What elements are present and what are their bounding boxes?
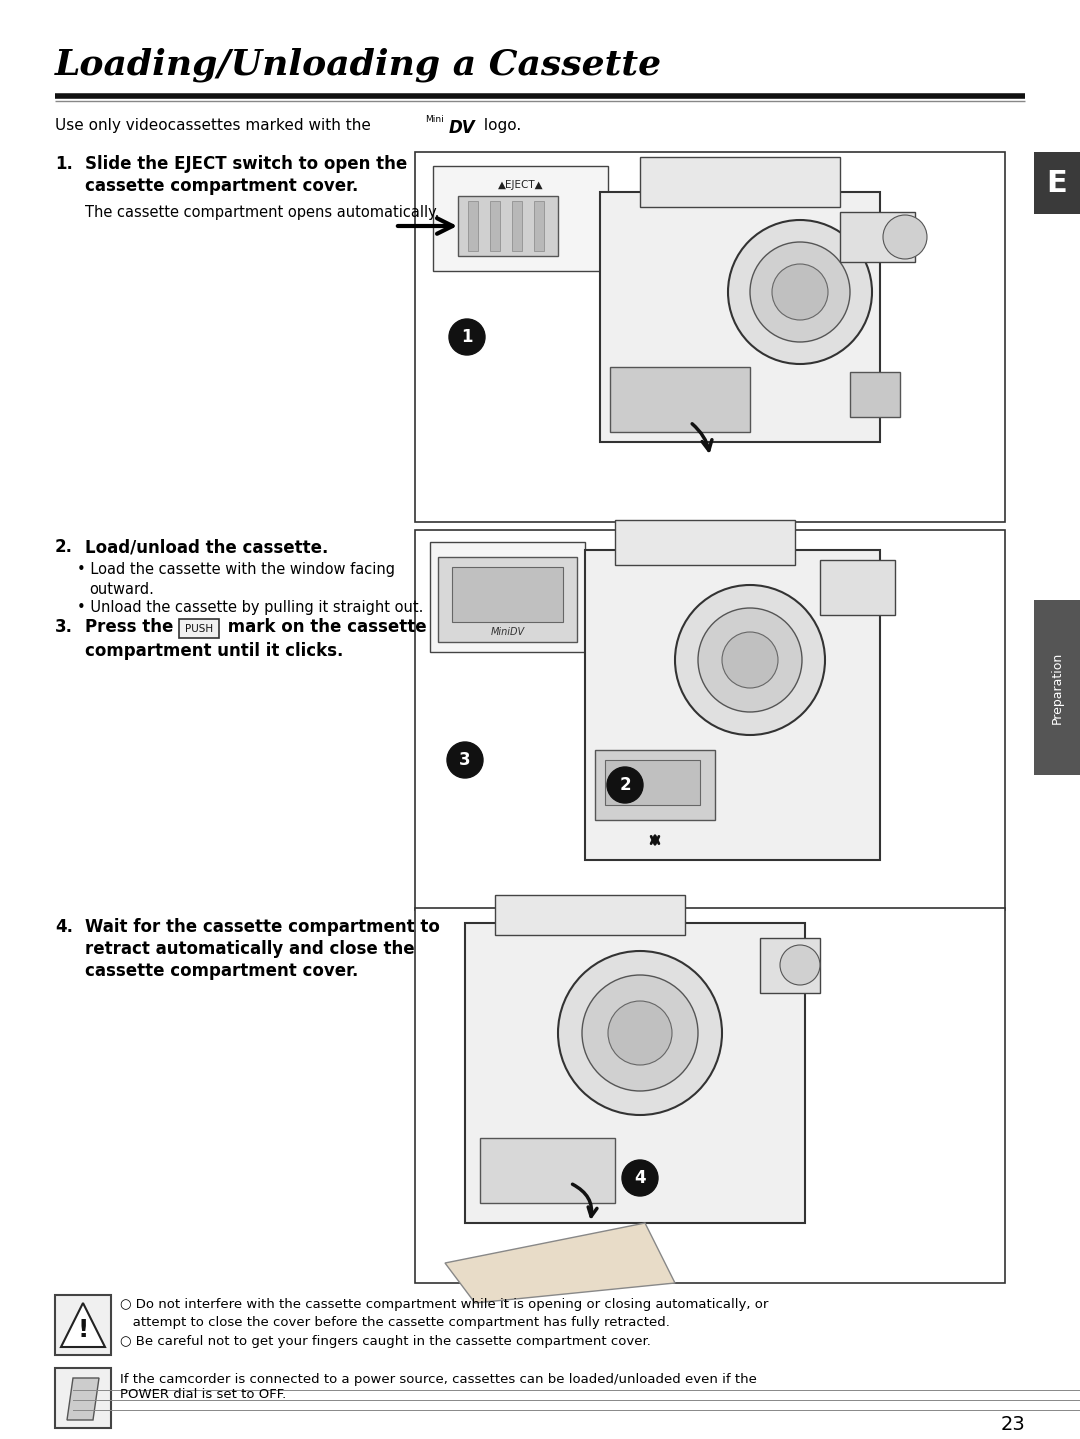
Text: 3.: 3. bbox=[55, 617, 73, 636]
Bar bbox=[430, 543, 585, 652]
Text: 4.: 4. bbox=[55, 918, 73, 935]
Text: 3: 3 bbox=[459, 751, 471, 768]
Bar bbox=[850, 373, 900, 417]
Text: PUSH: PUSH bbox=[185, 623, 213, 633]
Text: cassette compartment cover.: cassette compartment cover. bbox=[85, 177, 359, 196]
Text: If the camcorder is connected to a power source, cassettes can be loaded/unloade: If the camcorder is connected to a power… bbox=[120, 1373, 757, 1402]
Circle shape bbox=[558, 951, 723, 1115]
Bar bbox=[595, 750, 715, 820]
Circle shape bbox=[675, 586, 825, 735]
Text: • Load the cassette with the window facing: • Load the cassette with the window faci… bbox=[77, 563, 395, 577]
Text: compartment until it clicks.: compartment until it clicks. bbox=[85, 642, 343, 661]
Bar bbox=[468, 201, 478, 250]
Circle shape bbox=[447, 743, 483, 778]
FancyBboxPatch shape bbox=[179, 619, 219, 637]
Bar bbox=[415, 530, 1005, 909]
Circle shape bbox=[698, 609, 802, 712]
Text: Use only videocassettes marked with the: Use only videocassettes marked with the bbox=[55, 118, 376, 132]
Text: Press the: Press the bbox=[85, 617, 179, 636]
Text: outward.: outward. bbox=[89, 581, 153, 597]
Text: 1.: 1. bbox=[55, 155, 72, 173]
Text: 23: 23 bbox=[1000, 1415, 1025, 1435]
Circle shape bbox=[582, 976, 698, 1091]
Bar bbox=[615, 519, 795, 566]
Text: Slide the EJECT switch to open the: Slide the EJECT switch to open the bbox=[85, 155, 407, 173]
Text: retract automatically and close the: retract automatically and close the bbox=[85, 940, 415, 958]
Text: • Unload the cassette by pulling it straight out.: • Unload the cassette by pulling it stra… bbox=[77, 600, 423, 614]
Bar bbox=[495, 895, 685, 935]
Text: ○ Be careful not to get your fingers caught in the cassette compartment cover.: ○ Be careful not to get your fingers cau… bbox=[120, 1335, 651, 1348]
Polygon shape bbox=[60, 1302, 105, 1347]
Text: !: ! bbox=[78, 1318, 89, 1343]
Polygon shape bbox=[445, 1223, 675, 1302]
Bar bbox=[480, 1138, 615, 1203]
Text: logo.: logo. bbox=[480, 118, 522, 132]
Bar bbox=[760, 938, 820, 993]
Text: attempt to close the cover before the cassette compartment has fully retracted.: attempt to close the cover before the ca… bbox=[120, 1317, 670, 1330]
Polygon shape bbox=[67, 1379, 99, 1420]
Text: ▲EJECT▲: ▲EJECT▲ bbox=[498, 180, 543, 190]
Bar bbox=[534, 201, 544, 250]
Bar bbox=[453, 567, 563, 622]
Circle shape bbox=[728, 220, 872, 364]
Bar bbox=[55, 1368, 111, 1427]
Text: ○ Do not interfere with the cassette compartment while it is opening or closing : ○ Do not interfere with the cassette com… bbox=[120, 1298, 768, 1311]
Text: cassette compartment cover.: cassette compartment cover. bbox=[85, 963, 359, 980]
Bar bbox=[1034, 153, 1080, 214]
Circle shape bbox=[723, 632, 778, 688]
Text: E: E bbox=[1047, 168, 1067, 197]
Bar bbox=[820, 560, 895, 614]
Bar bbox=[512, 201, 522, 250]
Bar bbox=[438, 557, 577, 642]
Bar bbox=[465, 922, 805, 1223]
Bar bbox=[1034, 600, 1080, 776]
Text: Loading/Unloading a Cassette: Loading/Unloading a Cassette bbox=[55, 47, 662, 82]
Circle shape bbox=[607, 767, 643, 803]
Text: MiniDV: MiniDV bbox=[490, 627, 525, 637]
Bar bbox=[640, 157, 840, 207]
Text: 2: 2 bbox=[619, 776, 631, 794]
Bar bbox=[415, 153, 1005, 522]
Bar bbox=[433, 165, 608, 271]
Bar bbox=[55, 1295, 111, 1356]
Circle shape bbox=[622, 1160, 658, 1196]
Circle shape bbox=[449, 319, 485, 355]
Text: The cassette compartment opens automatically.: The cassette compartment opens automatic… bbox=[85, 204, 440, 220]
Text: DV: DV bbox=[449, 119, 475, 137]
Text: 2.: 2. bbox=[55, 538, 73, 555]
Bar bbox=[610, 367, 750, 432]
Circle shape bbox=[883, 214, 927, 259]
Text: Preparation: Preparation bbox=[1051, 652, 1064, 724]
Bar bbox=[605, 760, 700, 804]
Text: mark on the cassette: mark on the cassette bbox=[222, 617, 427, 636]
Text: Mini: Mini bbox=[426, 115, 444, 124]
Bar bbox=[840, 212, 915, 262]
Bar bbox=[458, 196, 558, 256]
Bar bbox=[490, 201, 500, 250]
Text: Wait for the cassette compartment to: Wait for the cassette compartment to bbox=[85, 918, 440, 935]
Text: 4: 4 bbox=[634, 1168, 646, 1187]
Circle shape bbox=[772, 263, 828, 319]
Circle shape bbox=[608, 1002, 672, 1065]
Text: Load/unload the cassette.: Load/unload the cassette. bbox=[85, 538, 328, 555]
Bar bbox=[415, 908, 1005, 1284]
Bar bbox=[585, 550, 880, 861]
Circle shape bbox=[780, 945, 820, 986]
Circle shape bbox=[750, 242, 850, 342]
Bar bbox=[600, 191, 880, 442]
Text: 1: 1 bbox=[461, 328, 473, 345]
